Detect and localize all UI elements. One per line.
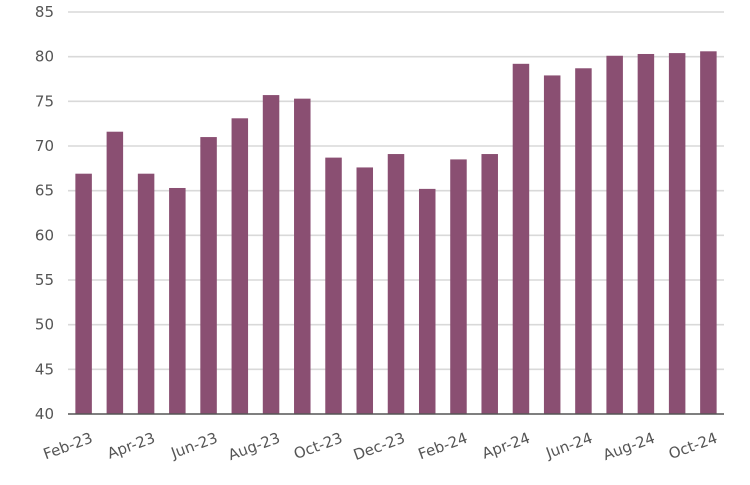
bar bbox=[700, 51, 717, 414]
x-axis-tick-labels: Feb-23 Apr-23 Jun-23 Aug-23 Oct-23 Dec-23 Feb-… bbox=[41, 429, 720, 464]
bars bbox=[75, 51, 717, 415]
y-tick-label: 75 bbox=[35, 92, 54, 110]
bar bbox=[106, 131, 124, 414]
x-tick-label: Oct-23 bbox=[291, 429, 345, 463]
y-axis-tick-labels: 40 45 50 55 60 65 70 75 80 85 bbox=[35, 3, 54, 423]
x-tick-label: Jun-24 bbox=[543, 429, 595, 463]
bar bbox=[294, 98, 311, 415]
x-tick-label: Jun-23 bbox=[168, 429, 220, 463]
bar bbox=[356, 167, 374, 414]
bar bbox=[137, 173, 155, 414]
bar bbox=[606, 55, 623, 414]
bar bbox=[512, 63, 530, 415]
x-tick-label: Feb-23 bbox=[41, 429, 95, 463]
x-tick-label: Oct-24 bbox=[666, 429, 720, 463]
bar bbox=[637, 53, 655, 415]
bar bbox=[75, 173, 92, 414]
bar bbox=[418, 188, 436, 414]
y-tick-label: 55 bbox=[35, 271, 54, 289]
bar bbox=[668, 53, 686, 415]
y-tick-label: 40 bbox=[35, 405, 54, 423]
x-tick-label: Aug-24 bbox=[601, 429, 658, 464]
bar bbox=[575, 68, 592, 414]
y-tick-label: 80 bbox=[35, 48, 54, 66]
bar bbox=[543, 75, 561, 414]
x-tick-label: Feb-24 bbox=[416, 429, 470, 463]
bar bbox=[231, 118, 249, 414]
y-tick-label: 70 bbox=[35, 137, 54, 155]
bar bbox=[325, 157, 342, 414]
bar bbox=[450, 159, 467, 414]
x-tick-label: Aug-23 bbox=[226, 429, 283, 464]
bar bbox=[387, 154, 405, 415]
x-tick-label: Apr-24 bbox=[480, 429, 533, 463]
bar bbox=[481, 154, 498, 415]
bar bbox=[169, 187, 186, 414]
bar bbox=[200, 137, 217, 415]
x-tick-label: Dec-23 bbox=[351, 429, 407, 464]
bar bbox=[262, 95, 280, 414]
y-tick-label: 85 bbox=[35, 3, 54, 21]
y-tick-label: 45 bbox=[35, 360, 54, 378]
y-tick-label: 65 bbox=[35, 182, 54, 200]
x-tick-label: Apr-23 bbox=[105, 429, 158, 463]
y-tick-label: 60 bbox=[35, 226, 54, 244]
y-tick-label: 50 bbox=[35, 316, 54, 334]
